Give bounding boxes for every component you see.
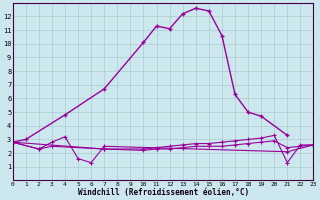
X-axis label: Windchill (Refroidissement éolien,°C): Windchill (Refroidissement éolien,°C) [77, 188, 249, 197]
